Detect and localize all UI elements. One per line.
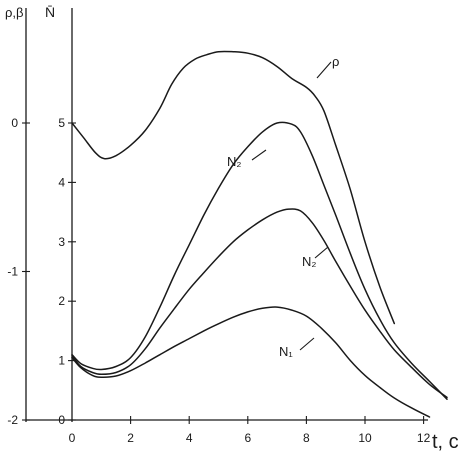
left-tick-label: 0 — [11, 116, 18, 130]
series-label-n1: N₁ — [279, 344, 293, 359]
series-label-rho: ρ — [332, 54, 339, 69]
right-tick-label: 4 — [58, 175, 65, 189]
left-tick-label: -1 — [7, 265, 18, 279]
x-tick-label: 2 — [127, 431, 134, 445]
series-n2-upper-line — [71, 121, 448, 400]
right-axis-label: N̄ — [45, 4, 55, 20]
left-tick-label: -2 — [7, 413, 18, 427]
leader-n1 — [299, 337, 315, 351]
left-axis-label: ρ,β — [5, 5, 23, 20]
right-tick-label: 3 — [58, 235, 65, 249]
label-leaders — [251, 61, 332, 351]
series-label-n2-upper: N₂ — [227, 154, 241, 169]
leader-rho — [316, 61, 332, 79]
leader-n2-lower — [314, 246, 329, 259]
x-tick-label: 8 — [303, 431, 310, 445]
x-tick-label: 10 — [358, 431, 372, 445]
series-group — [71, 50, 448, 418]
series-rho-line — [71, 50, 396, 325]
x-tick-label: 0 — [69, 431, 76, 445]
x-tick-label: 6 — [244, 431, 251, 445]
series-n1-line — [71, 306, 431, 418]
leader-n2-upper — [251, 149, 267, 161]
right-tick-label: 0 — [58, 413, 65, 427]
x-axis-label: t, c — [432, 431, 458, 453]
x-tick-label: 12 — [417, 431, 431, 445]
right-tick-label: 1 — [58, 354, 65, 368]
labels-group: ρ,β N̄ t, c ρ N₂ N₂ N₁ — [5, 4, 458, 453]
series-n2-lower-line — [71, 208, 448, 399]
right-tick-label: 2 — [58, 294, 65, 308]
right-tick-label: 5 — [58, 116, 65, 130]
x-tick-label: 4 — [186, 431, 193, 445]
series-label-n2-lower: N₂ — [302, 254, 316, 269]
axes — [25, 8, 428, 422]
